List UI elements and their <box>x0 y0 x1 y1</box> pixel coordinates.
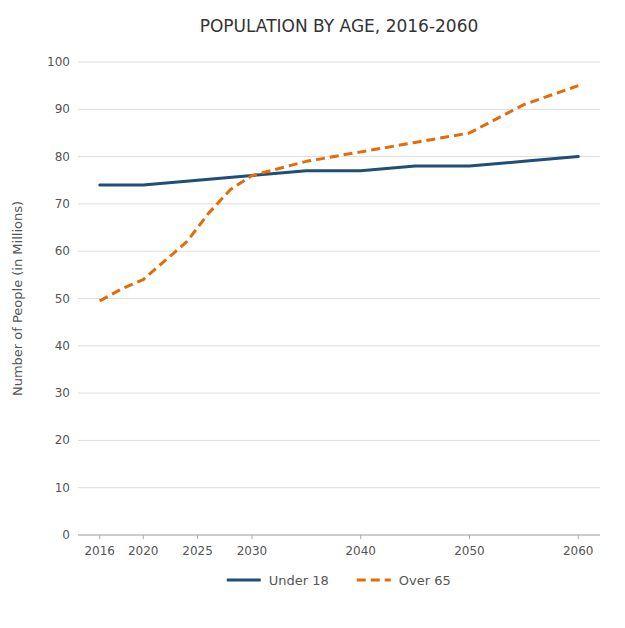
y-axis-label: Number of People (in Millions) <box>10 201 25 396</box>
x-tick-label: 2060 <box>563 544 594 558</box>
grid-line <box>78 251 600 252</box>
y-tick-label: 0 <box>62 528 70 542</box>
legend-label: Over 65 <box>399 573 451 588</box>
x-tick <box>469 535 470 539</box>
x-tick-label: 2050 <box>454 544 485 558</box>
y-tick-label: 40 <box>55 339 70 353</box>
y-tick-label: 50 <box>55 292 70 306</box>
grid-line <box>78 62 600 63</box>
x-tick-label: 2020 <box>128 544 159 558</box>
series-group <box>100 86 579 301</box>
legend-swatch <box>227 579 261 582</box>
chart: POPULATION BY AGE, 2016-2060010203040506… <box>0 0 625 628</box>
y-tick-label: 70 <box>55 197 70 211</box>
grid-line <box>78 393 600 394</box>
x-tick <box>578 535 579 539</box>
x-tick <box>99 535 100 539</box>
y-tick-label: 60 <box>55 244 70 258</box>
series-line <box>100 86 579 301</box>
y-tick-label: 10 <box>55 481 70 495</box>
y-tick-label: 30 <box>55 386 70 400</box>
x-tick-label: 2016 <box>84 544 115 558</box>
grid-line <box>78 440 600 441</box>
grid-line <box>78 535 600 536</box>
grid-line <box>78 345 600 346</box>
title: POPULATION BY AGE, 2016-2060 <box>200 16 479 36</box>
legend-label: Under 18 <box>269 573 329 588</box>
y-tick-label: 80 <box>55 150 70 164</box>
y-tick-label: 90 <box>55 102 70 116</box>
x-axis-line <box>78 535 600 536</box>
x-tick-label: 2030 <box>237 544 268 558</box>
x-tick <box>360 535 361 539</box>
x-tick <box>143 535 144 539</box>
y-tick-label: 100 <box>47 55 70 69</box>
grid <box>78 62 600 535</box>
x-tick <box>252 535 253 539</box>
grid-line <box>78 298 600 299</box>
series-line <box>100 157 579 185</box>
grid-line <box>78 109 600 110</box>
x-tick-label: 2040 <box>345 544 376 558</box>
legend-swatch <box>357 579 391 582</box>
grid-line <box>78 156 600 157</box>
y-tick-label: 20 <box>55 433 70 447</box>
x-tick-label: 2025 <box>182 544 213 558</box>
x-tick <box>197 535 198 539</box>
grid-line <box>78 203 600 204</box>
legend: Under 18 Over 65 <box>227 573 451 588</box>
grid-line <box>78 487 600 488</box>
